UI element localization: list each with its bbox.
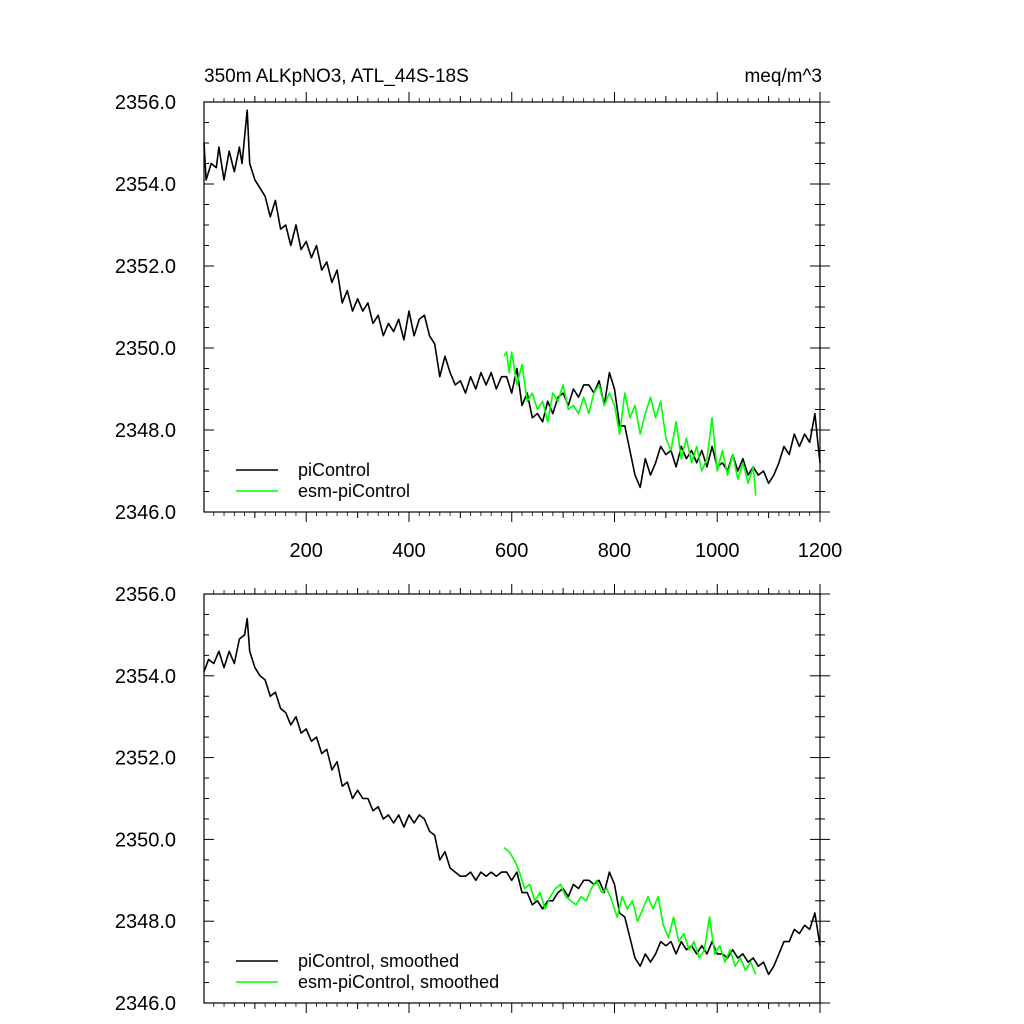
y-tick-label: 2356.0 bbox=[115, 92, 176, 114]
y-tick-label: 2350.0 bbox=[115, 338, 176, 360]
series-line-0 bbox=[203, 109, 821, 489]
series-line-1 bbox=[503, 351, 757, 496]
legend-label: piControl, smoothed bbox=[298, 951, 459, 971]
series-line-0 bbox=[203, 617, 821, 976]
y-tick-label: 2356.0 bbox=[115, 584, 176, 606]
x-tick-label: 1000 bbox=[695, 540, 740, 562]
legend-label: piControl bbox=[298, 460, 370, 480]
y-tick-label: 2354.0 bbox=[115, 174, 176, 196]
bottom-panel: 2346.0 2348.0 2350.0 2352.0 2354.0 2356.0 piCo… bbox=[115, 584, 830, 1015]
plot-frame bbox=[203, 101, 821, 513]
y-tick-label: 2346.0 bbox=[115, 502, 176, 524]
y-tick-label: 2352.0 bbox=[115, 256, 176, 278]
y-tick-label: 2346.0 bbox=[115, 993, 176, 1015]
x-tick-label: 600 bbox=[495, 540, 528, 562]
y-tick-label: 2352.0 bbox=[115, 748, 176, 770]
x-tick-label: 1200 bbox=[798, 540, 843, 562]
y-tick-label: 2348.0 bbox=[115, 420, 176, 442]
series-line-1 bbox=[503, 846, 757, 975]
y-tick-label: 2348.0 bbox=[115, 911, 176, 933]
chart-title: 350m ALKpNO3, ATL_44S-18S bbox=[204, 66, 469, 87]
legend-label: esm-piControl bbox=[298, 481, 410, 501]
x-tick-label: 800 bbox=[598, 540, 631, 562]
y-tick-label: 2354.0 bbox=[115, 666, 176, 688]
top-panel: 350m ALKpNO3, ATL_44S-18S meq/m^3 200 400… bbox=[115, 66, 842, 562]
plot-frame bbox=[203, 593, 821, 1004]
units-label: meq/m^3 bbox=[744, 66, 822, 87]
x-tick-label: 400 bbox=[392, 540, 425, 562]
legend-label: esm-piControl, smoothed bbox=[298, 972, 499, 992]
y-tick-label: 2350.0 bbox=[115, 829, 176, 851]
x-tick-label: 200 bbox=[290, 540, 323, 562]
